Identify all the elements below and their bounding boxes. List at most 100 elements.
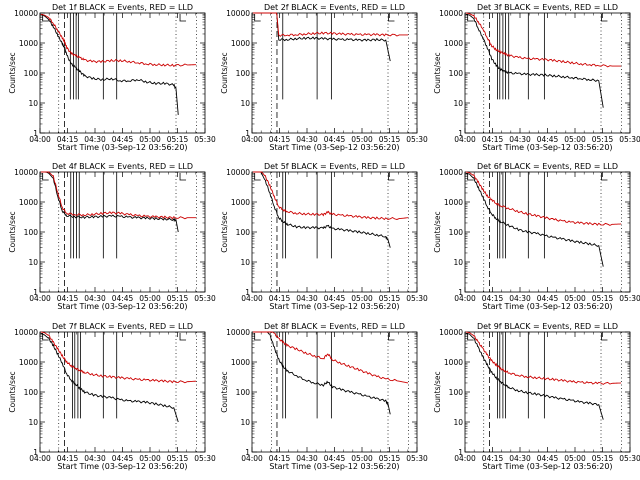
x-tick-label: 05:30 xyxy=(619,294,640,303)
chart-title: Det 3f BLACK = Events, RED = LLD xyxy=(477,3,618,12)
x-tick-label: 05:30 xyxy=(194,135,216,144)
x-tick-label: 05:15 xyxy=(379,135,401,144)
flag-mark xyxy=(42,173,49,181)
flag-mark xyxy=(179,14,187,22)
events-series-line xyxy=(252,12,391,62)
y-tick-label: 10000 xyxy=(14,168,38,177)
chart-title: Det 8f BLACK = Events, RED = LLD xyxy=(264,322,405,331)
flag-mark xyxy=(254,173,261,181)
y-tick-label: 1000 xyxy=(19,198,38,207)
y-tick-label: 10 xyxy=(28,418,38,427)
x-tick-label: 05:30 xyxy=(194,294,216,303)
x-axis-label: Start Time (03-Sep-12 03:56:20) xyxy=(482,302,612,311)
lld-series-line xyxy=(40,13,197,68)
y-tick-label: 10000 xyxy=(226,168,250,177)
flag-mark xyxy=(388,14,395,22)
x-tick-label: 04:00 xyxy=(454,454,476,463)
x-tick-label: 05:00 xyxy=(139,294,161,303)
chart-panel-5: Det 5f BLACK = Events, RED = LLD 1 10 100 10… xyxy=(220,162,428,311)
x-tick-label: 04:00 xyxy=(454,294,476,303)
events-series-line xyxy=(40,171,179,233)
y-tick-label: 100 xyxy=(236,388,251,397)
x-axis-label: Start Time (03-Sep-12 03:56:20) xyxy=(482,462,612,471)
y-tick-label: 100 xyxy=(449,388,464,397)
lld-series-line xyxy=(465,171,622,226)
chart-panel-7: Det 7f BLACK = Events, RED = LLD 1 10 100 10… xyxy=(8,322,216,471)
x-tick-label: 04:00 xyxy=(29,294,51,303)
y-tick-label: 1 xyxy=(458,129,463,138)
y-tick-label: 10000 xyxy=(226,9,250,18)
x-tick-label: 04:45 xyxy=(324,454,346,463)
x-tick-label: 04:15 xyxy=(482,454,504,463)
chart-title: Det 2f BLACK = Events, RED = LLD xyxy=(264,3,405,12)
y-tick-label: 1000 xyxy=(19,39,38,48)
events-series-line xyxy=(252,331,391,415)
x-tick-label: 04:00 xyxy=(241,135,263,144)
flag-mark xyxy=(601,14,608,22)
x-tick-label: 04:15 xyxy=(269,294,291,303)
x-tick-label: 04:30 xyxy=(296,294,318,303)
x-tick-label: 05:30 xyxy=(406,294,428,303)
x-tick-label: 05:15 xyxy=(379,454,401,463)
x-tick-label: 04:15 xyxy=(269,135,291,144)
x-tick-label: 05:00 xyxy=(351,454,373,463)
y-axis-label: Counts/sec xyxy=(433,371,442,412)
y-tick-label: 10 xyxy=(453,258,463,267)
x-tick-label: 05:00 xyxy=(564,135,586,144)
flag-mark xyxy=(42,14,49,22)
y-tick-label: 1 xyxy=(245,129,250,138)
chart-title: Det 9f BLACK = Events, RED = LLD xyxy=(477,322,618,331)
lld-series-line xyxy=(252,331,409,384)
x-tick-label: 05:00 xyxy=(351,135,373,144)
y-tick-label: 10000 xyxy=(14,9,38,18)
chart-panel-2: Det 2f BLACK = Events, RED = LLD 1 10 100 10… xyxy=(220,3,428,152)
x-tick-label: 04:00 xyxy=(241,454,263,463)
x-tick-label: 04:30 xyxy=(84,294,106,303)
x-tick-label: 04:45 xyxy=(112,294,134,303)
y-tick-label: 10000 xyxy=(226,328,250,337)
y-tick-label: 10 xyxy=(28,258,38,267)
y-tick-label: 100 xyxy=(449,69,464,78)
y-tick-label: 10 xyxy=(453,99,463,108)
x-tick-label: 05:00 xyxy=(564,454,586,463)
events-series-line xyxy=(465,172,604,267)
y-axis-label: Counts/sec xyxy=(433,211,442,252)
x-axis-label: Start Time (03-Sep-12 03:56:20) xyxy=(269,302,399,311)
x-tick-label: 05:00 xyxy=(351,294,373,303)
y-tick-label: 10000 xyxy=(439,168,463,177)
x-axis-label: Start Time (03-Sep-12 03:56:20) xyxy=(269,462,399,471)
x-tick-label: 04:45 xyxy=(324,294,346,303)
y-tick-label: 1 xyxy=(33,129,38,138)
y-tick-label: 100 xyxy=(24,388,39,397)
x-tick-label: 04:30 xyxy=(509,135,531,144)
lld-series-line xyxy=(40,171,197,220)
x-tick-label: 05:15 xyxy=(379,294,401,303)
x-tick-label: 04:30 xyxy=(509,454,531,463)
x-tick-label: 05:15 xyxy=(592,454,614,463)
y-tick-label: 1 xyxy=(245,448,250,457)
y-tick-label: 10 xyxy=(28,99,38,108)
chart-panel-8: Det 8f BLACK = Events, RED = LLD 1 10 100 10… xyxy=(220,322,428,471)
x-tick-label: 04:45 xyxy=(324,135,346,144)
y-tick-label: 1 xyxy=(33,288,38,297)
chart-title: Det 6f BLACK = Events, RED = LLD xyxy=(477,162,618,171)
flag-mark xyxy=(179,333,187,341)
lld-series-line xyxy=(252,171,409,221)
x-tick-label: 05:30 xyxy=(619,454,640,463)
lld-series-line xyxy=(40,331,197,384)
x-tick-label: 04:30 xyxy=(509,294,531,303)
x-tick-label: 04:30 xyxy=(296,135,318,144)
x-tick-label: 04:15 xyxy=(269,454,291,463)
x-tick-label: 04:15 xyxy=(57,454,79,463)
x-tick-label: 04:15 xyxy=(57,294,79,303)
x-tick-label: 04:30 xyxy=(84,135,106,144)
flag-mark xyxy=(601,333,608,341)
x-tick-label: 05:30 xyxy=(406,454,428,463)
x-tick-label: 04:30 xyxy=(84,454,106,463)
y-tick-label: 1 xyxy=(458,288,463,297)
events-series-line xyxy=(465,332,604,420)
x-tick-label: 05:15 xyxy=(592,135,614,144)
y-tick-label: 1 xyxy=(245,288,250,297)
flag-mark xyxy=(388,173,395,181)
